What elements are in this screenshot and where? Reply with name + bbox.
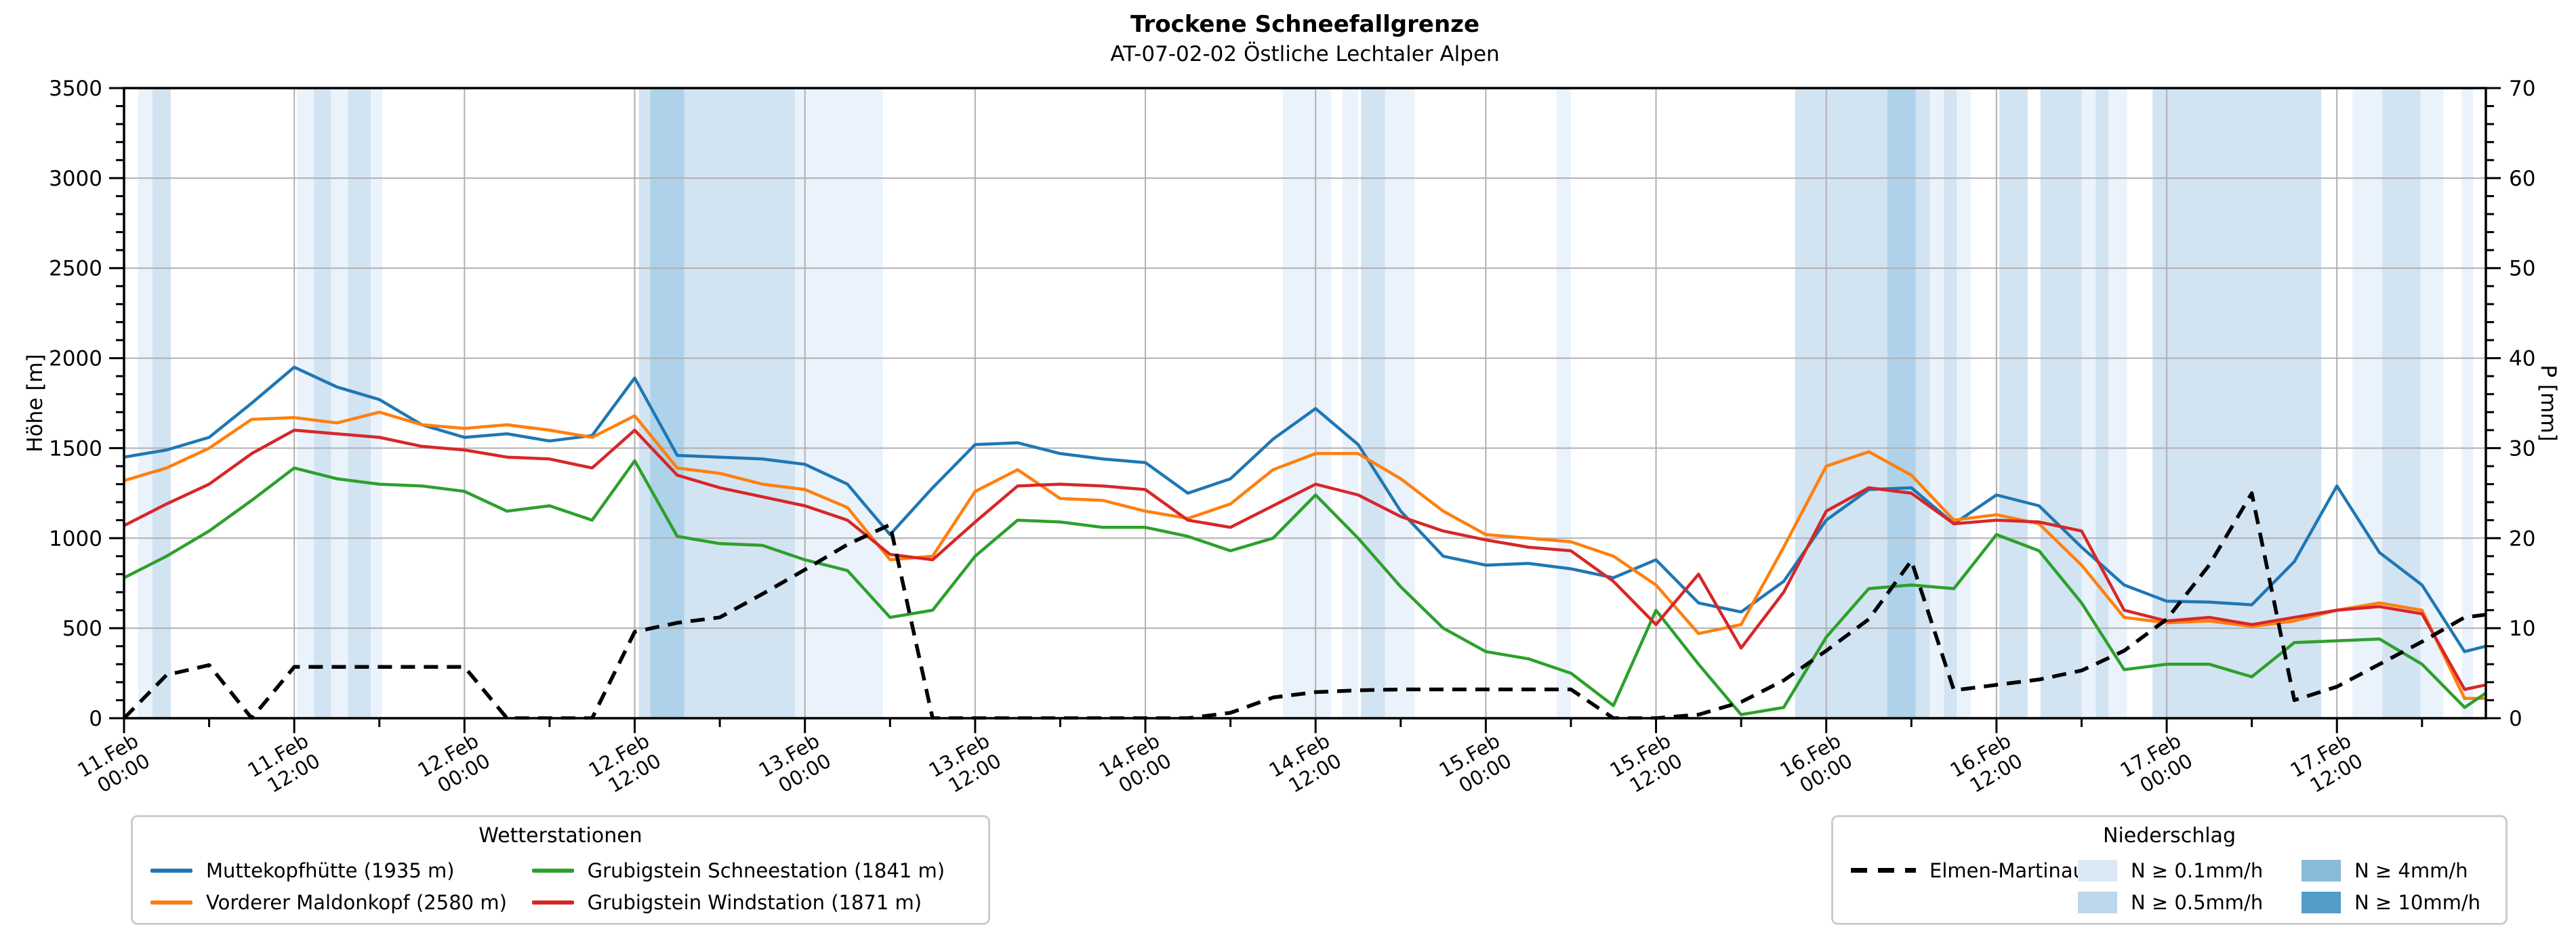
legend-item-label: Grubigstein Schneestation (1841 m): [587, 858, 945, 882]
legend-item-label: Grubigstein Windstation (1871 m): [587, 890, 922, 914]
chart-subtitle: AT-07-02-02 Östliche Lechtaler Alpen: [1110, 42, 1500, 66]
precip-band-0.5: [348, 88, 371, 718]
precip-band-0.5: [1915, 88, 1930, 718]
y-right-tick-label: 60: [2509, 167, 2535, 191]
legend-line-sample: [150, 868, 192, 873]
legend-item-precip-level: N ≥ 10mm/h: [2302, 886, 2480, 918]
legend-item-label: Vorderer Maldonkopf (2580 m): [206, 890, 507, 914]
precip-bands-layer: [138, 88, 2474, 718]
precip-band-0.1: [138, 88, 152, 718]
precip-band-0.5: [1361, 88, 1385, 718]
precip-band-0.5: [1999, 88, 2028, 718]
y-right-tick-label: 70: [2509, 77, 2535, 101]
precip-band-0.1: [2108, 88, 2127, 718]
legend-patch-sample: [2078, 859, 2117, 882]
y-right-tick-label: 0: [2509, 707, 2522, 731]
legend-item-label: N ≥ 4mm/h: [2354, 858, 2468, 882]
precip-band-0.5: [1795, 88, 1887, 718]
legend-item-label: N ≥ 0.5mm/h: [2131, 890, 2264, 914]
precip-band-0.5: [684, 88, 796, 718]
legend-item-station: Grubigstein Schneestation (1841 m): [531, 854, 970, 886]
y-right-tick-label: 40: [2509, 347, 2535, 371]
legend-dash-sample: [1851, 868, 1916, 873]
legend-item-label: N ≥ 0.1mm/h: [2131, 858, 2264, 882]
y-left-tick-label: 1500: [49, 436, 102, 461]
precip-band-0.1: [1957, 88, 1971, 718]
legend-patch-sample: [2302, 859, 2341, 882]
y-left-tick-label: 0: [89, 707, 102, 731]
precip-band-0.1: [2352, 88, 2383, 718]
legend-item-station: Vorderer Maldonkopf (2580 m): [150, 886, 532, 918]
legend-item-label: Elmen-Martinau: [1929, 858, 2085, 882]
legend-item-precip-level: N ≥ 0.1mm/h: [2078, 854, 2302, 886]
legend-item-elmen-martinau: Elmen-Martinau: [1851, 854, 2085, 886]
precip-band-0.5: [2382, 88, 2421, 718]
y-right-tick-label: 50: [2509, 257, 2535, 281]
y-left-tick-label: 500: [62, 617, 102, 641]
plot-border: [123, 87, 2487, 720]
precip-band-0.5: [638, 88, 651, 718]
precip-band-0.1: [1385, 88, 1415, 718]
series-line-muttekopfh-tte-1935-m-: [123, 365, 2487, 653]
legend-stations-title: Wetterstationen: [478, 824, 642, 848]
legend-item-station: Muttekopfhütte (1935 m): [150, 854, 532, 886]
legend-item-station: Grubigstein Windstation (1871 m): [531, 886, 970, 918]
legend-stations: Wetterstationen Muttekopfhütte (1935 m) V…: [131, 815, 990, 925]
precip-band-0.1: [1342, 88, 1358, 718]
legend-line-sample: [531, 900, 574, 905]
precip-band-0.1: [297, 88, 314, 718]
axes-layer: 0 500 1000 1500 2000 2500 3000 3500 0 10 20 30 40 50 6…: [49, 77, 2535, 733]
precip-band-0.1: [1557, 88, 1571, 718]
y-right-tick-label: 20: [2509, 526, 2535, 551]
precip-band-0.5: [1944, 88, 1957, 718]
y-left-tick-label: 2000: [49, 347, 102, 371]
precip-band-0.5: [152, 88, 171, 718]
y-left-tick-label: 1000: [49, 526, 102, 551]
y-axis-label-left: Höhe [m]: [23, 354, 47, 453]
legend-precip-title: Niederschlag: [2103, 824, 2236, 848]
precip-band-0.1: [331, 88, 348, 718]
precip-band-0.5: [2095, 88, 2109, 718]
legend-item-precip-level: N ≥ 0.5mm/h: [2078, 886, 2302, 918]
precip-band-0.1: [1283, 88, 1332, 718]
legend-precip: Niederschlag Elmen-Martinau N ≥ 0.1mm/h N …: [1831, 815, 2508, 925]
legend-item-precip-level: N ≥ 4mm/h: [2302, 854, 2480, 886]
legend-item-label: Muttekopfhütte (1935 m): [206, 858, 455, 882]
precip-band-0.1: [2461, 88, 2474, 718]
series-line-grubigstein-windstation-1871-m-: [123, 428, 2487, 691]
precip-band-0.5: [2152, 88, 2322, 718]
y-right-tick-label: 10: [2509, 617, 2535, 641]
series-line-vorderer-maldonkopf-2580-m-: [123, 411, 2486, 701]
grid-layer: [124, 88, 2486, 718]
legend-patch-sample: [2302, 891, 2341, 913]
precip-band-4: [650, 88, 684, 718]
precip-band-4: [1887, 88, 1916, 718]
precip-band-0.5: [314, 88, 331, 718]
chart-title: Trockene Schneefallgrenze: [1130, 11, 1480, 38]
precip-band-0.1: [2420, 88, 2444, 718]
y-left-tick-label: 3500: [49, 77, 102, 101]
legend-patch-sample: [2078, 891, 2117, 913]
y-left-tick-label: 2500: [49, 257, 102, 281]
y-right-tick-label: 30: [2509, 436, 2535, 461]
precip-band-0.1: [1929, 88, 1944, 718]
precip-band-0.1: [2081, 88, 2096, 718]
legend-line-sample: [531, 868, 574, 873]
legend-item-label: N ≥ 10mm/h: [2354, 890, 2480, 914]
y-axis-label-right: P [mm]: [2536, 365, 2560, 442]
y-left-tick-label: 3000: [49, 167, 102, 191]
precip-band-0.1: [371, 88, 382, 718]
precip-band-0.1: [795, 88, 883, 718]
series-line-grubigstein-schneestation-1841-m-: [123, 459, 2487, 716]
legend-line-sample: [150, 900, 192, 905]
precip-band-0.5: [2040, 88, 2082, 718]
